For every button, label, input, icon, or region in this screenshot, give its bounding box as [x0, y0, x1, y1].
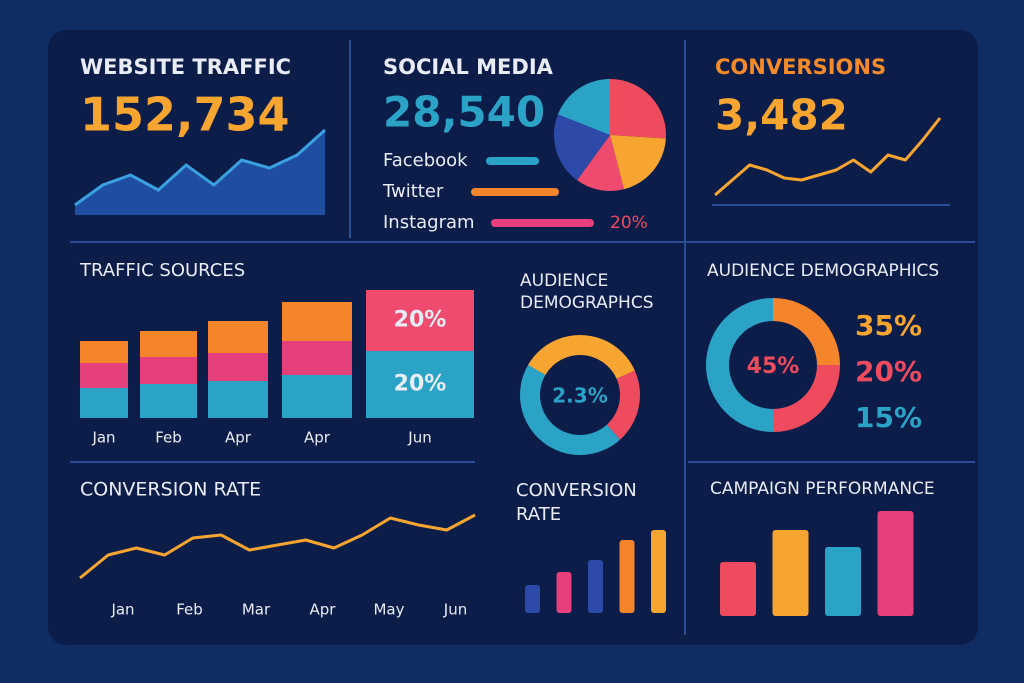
title: AUDIENCE: [520, 271, 608, 291]
trend-line: [79, 513, 476, 580]
x-label: Feb: [176, 601, 203, 619]
x-label: Jan: [91, 429, 115, 447]
donut-segment: [773, 298, 840, 365]
pie-slice: [554, 114, 610, 181]
bar: [825, 547, 861, 616]
bar-segment: [208, 321, 268, 353]
pie-slice: [610, 135, 666, 190]
title: WEBSITE TRAFFIC: [80, 55, 291, 79]
donut-segment: [773, 365, 840, 432]
donut-segment: [519, 365, 621, 456]
bar-segment: [80, 341, 128, 363]
x-label: Mar: [242, 601, 271, 619]
bar: [619, 540, 635, 613]
donut-center: 2.3%: [552, 384, 607, 408]
title: RATE: [516, 504, 561, 525]
x-label: Jun: [407, 429, 431, 447]
title: AUDIENCE DEMOGRAPHICS: [707, 261, 939, 281]
bar: [525, 585, 540, 613]
x-label: Apr: [310, 601, 337, 619]
title: SOCIAL MEDIA: [383, 55, 554, 79]
trend-line: [714, 117, 942, 197]
share-label: 20%: [855, 355, 922, 388]
bar-segment: [140, 384, 197, 418]
bar-label: 20%: [394, 372, 447, 397]
legend-value: 20%: [610, 213, 648, 233]
bar-segment: [366, 290, 474, 351]
pie-slice: [610, 79, 666, 139]
title: TRAFFIC SOURCES: [79, 260, 245, 281]
share-label: 15%: [855, 401, 922, 434]
title: CONVERSION: [516, 480, 637, 501]
title: CONVERSIONS: [715, 55, 886, 79]
share-label: 35%: [855, 309, 922, 342]
bar-segment: [366, 351, 474, 418]
pie-slice: [577, 135, 624, 191]
x-label: Apr: [304, 429, 331, 447]
bar: [651, 530, 666, 613]
bar-segment: [282, 375, 352, 418]
bar: [588, 560, 603, 613]
legend-label: Twitter: [382, 181, 444, 202]
bar-label: 20%: [394, 308, 447, 333]
donut-center: 45%: [747, 354, 800, 379]
bar-segment: [208, 353, 268, 381]
x-label: Jan: [110, 601, 134, 619]
metric: 28,540: [383, 88, 545, 137]
bar: [772, 530, 809, 616]
donut-segment: [528, 335, 635, 379]
bar-segment: [282, 302, 352, 341]
legend-label: Facebook: [383, 150, 468, 171]
donut-segment: [706, 298, 773, 432]
x-label: Jun: [443, 601, 467, 619]
x-label: Feb: [155, 429, 182, 447]
dividers: [70, 40, 975, 635]
bar-segment: [140, 357, 197, 384]
donut-segment: [606, 370, 640, 440]
pie-slice: [557, 79, 610, 135]
bar-segment: [282, 341, 352, 375]
bar-segment: [208, 381, 268, 418]
trend-line: [74, 128, 327, 207]
bar: [556, 572, 572, 613]
x-label: May: [373, 601, 404, 619]
bar-segment: [140, 331, 197, 357]
title: CAMPAIGN PERFORMANCE: [710, 479, 935, 499]
metric: 152,734: [80, 88, 290, 142]
title: CONVERSION RATE: [80, 479, 261, 501]
title: DEMOGRAPHCS: [520, 293, 654, 313]
metric: 3,482: [715, 91, 848, 140]
bar-segment: [80, 363, 128, 388]
area: [75, 130, 325, 215]
legend-label: Instagram: [383, 212, 475, 233]
bar: [720, 562, 756, 616]
x-label: Apr: [225, 429, 252, 447]
bar: [877, 511, 914, 616]
bar-segment: [80, 388, 128, 418]
